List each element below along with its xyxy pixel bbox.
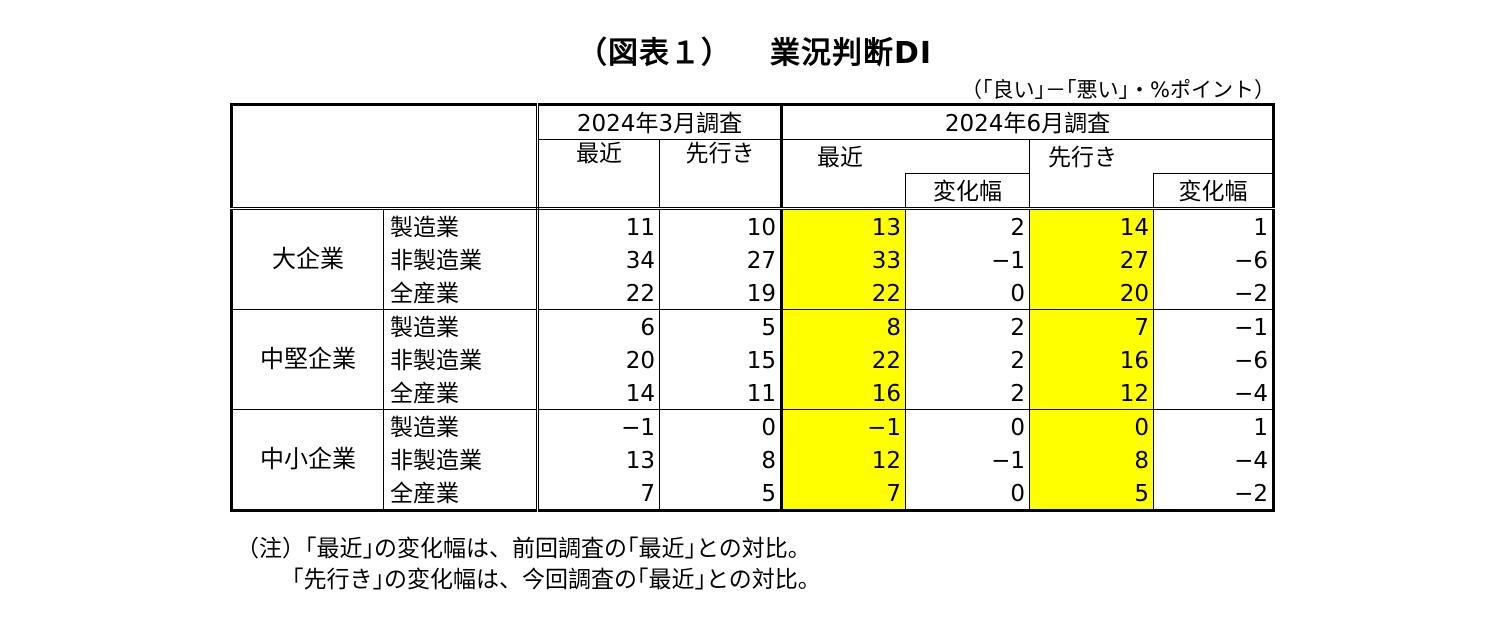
value-june-outlook-change: −6: [1153, 343, 1275, 376]
table-row: 全産業 7 5 7 0 5 −2: [232, 476, 1275, 512]
value-june-recent-change: 2: [905, 208, 1030, 243]
value-june-outlook: 14: [1029, 208, 1154, 243]
table-row: 非製造業 20 15 22 2 16 −6: [232, 343, 1275, 376]
value-june-recent-change: −1: [905, 243, 1030, 276]
value-june-outlook-change: −2: [1153, 476, 1275, 512]
value-march-recent: 11: [537, 208, 660, 243]
value-june-outlook: 0: [1029, 409, 1154, 443]
value-june-outlook: 27: [1029, 243, 1154, 276]
value-march-outlook: 8: [659, 443, 783, 476]
value-june-outlook: 7: [1029, 309, 1154, 343]
footnote-line-2: ｢先行き｣の変化幅は、今回調査の｢最近｣との対比。: [292, 567, 821, 593]
value-june-recent-change: 2: [905, 309, 1030, 343]
header-survey-june: 2024年6月調査: [780, 103, 1275, 140]
business-conditions-di-table: 2024年3月調査 2024年6月調査 最近 先行き 最近 先行き 変化幅 変化…: [230, 103, 1275, 512]
value-june-recent-change: 2: [905, 343, 1030, 376]
value-march-outlook: 10: [659, 208, 783, 243]
value-june-recent: 33: [780, 243, 906, 276]
value-june-recent-change: 0: [905, 409, 1030, 443]
industry-label: 全産業: [383, 476, 539, 512]
header-june-recent: 最近: [780, 139, 1030, 174]
value-march-outlook: 27: [659, 243, 783, 276]
figure-main-title: 業況判断DI: [769, 36, 933, 71]
header-june-outlook-change: 変化幅: [1153, 173, 1275, 210]
value-june-outlook-change: 1: [1153, 208, 1275, 243]
header-survey-march: 2024年3月調査: [537, 103, 782, 140]
value-march-recent: 6: [537, 309, 660, 343]
industry-label: 非製造業: [383, 443, 539, 476]
value-june-outlook-change: −1: [1153, 309, 1275, 343]
industry-label: 全産業: [383, 376, 539, 410]
header-june-recent-spacer: [780, 173, 906, 210]
value-march-recent: −1: [537, 409, 660, 443]
value-june-recent-change: 0: [905, 476, 1030, 512]
value-june-outlook-change: 1: [1153, 409, 1275, 443]
table-row: 非製造業 13 8 12 −1 8 −4: [232, 443, 1275, 476]
value-june-outlook: 20: [1029, 276, 1154, 310]
footnotes: （注）｢最近｣の変化幅は、前回調査の｢最近｣との対比。 ｢先行き｣の変化幅は、今…: [236, 534, 821, 596]
table-row: 中堅企業 製造業 6 5 8 2 7 −1: [230, 309, 1275, 410]
industry-label: 製造業: [383, 309, 539, 343]
value-june-outlook-change: −4: [1153, 376, 1275, 410]
value-june-recent: 13: [780, 208, 906, 243]
header-june-outlook-spacer: [1029, 173, 1154, 210]
value-june-recent: 22: [780, 276, 906, 310]
value-march-recent: 22: [537, 276, 660, 310]
figure-title: （図表１） 業況判断DI: [0, 28, 1509, 72]
header-june-outlook: 先行き: [1029, 139, 1275, 174]
table-row: 非製造業 34 27 33 −1 27 −6: [232, 243, 1275, 276]
value-march-recent: 13: [537, 443, 660, 476]
value-march-recent: 20: [537, 343, 660, 376]
value-june-recent-change: 0: [905, 276, 1030, 310]
industry-label: 製造業: [383, 208, 539, 243]
header-march-outlook: 先行き: [659, 139, 783, 210]
value-march-outlook: 19: [659, 276, 783, 310]
company-size-label: 大企業: [230, 208, 384, 310]
value-march-outlook: 5: [659, 309, 783, 343]
value-march-recent: 7: [537, 476, 660, 512]
industry-label: 非製造業: [383, 343, 539, 376]
value-june-recent-change: 2: [905, 376, 1030, 410]
header-corner: [230, 103, 539, 210]
value-june-recent: 7: [780, 476, 906, 512]
value-june-recent: 16: [780, 376, 906, 410]
figure-number: （図表１）: [576, 36, 732, 71]
value-june-outlook: 12: [1029, 376, 1154, 410]
header-june-recent-change: 変化幅: [905, 173, 1030, 210]
value-june-recent: 22: [780, 343, 906, 376]
value-march-recent: 34: [537, 243, 660, 276]
value-june-recent-change: −1: [905, 443, 1030, 476]
table-row: 全産業 22 19 22 0 20 −2: [232, 276, 1275, 310]
header-march-recent: 最近: [537, 139, 660, 210]
footnote-line-1: （注）｢最近｣の変化幅は、前回調査の｢最近｣との対比。: [236, 536, 811, 562]
industry-label: 全産業: [383, 276, 539, 310]
value-march-outlook: 11: [659, 376, 783, 410]
value-june-outlook-change: −6: [1153, 243, 1275, 276]
value-march-outlook: 0: [659, 409, 783, 443]
value-june-recent: 12: [780, 443, 906, 476]
value-june-outlook: 16: [1029, 343, 1154, 376]
industry-label: 非製造業: [383, 243, 539, 276]
value-march-outlook: 15: [659, 343, 783, 376]
value-march-outlook: 5: [659, 476, 783, 512]
value-march-recent: 14: [537, 376, 660, 410]
value-june-outlook-change: −2: [1153, 276, 1275, 310]
value-june-outlook-change: −4: [1153, 443, 1275, 476]
company-size-label: 中小企業: [230, 409, 384, 512]
unit-note: （｢良い｣－｢悪い｣・%ポイント）: [961, 78, 1275, 102]
value-june-recent: 8: [780, 309, 906, 343]
table-row: 全産業 14 11 16 2 12 −4: [232, 376, 1275, 410]
industry-label: 製造業: [383, 409, 539, 443]
table-row: 大企業 製造業 11 10 13 2 14 1: [230, 208, 1275, 310]
value-june-outlook: 8: [1029, 443, 1154, 476]
value-june-recent: −1: [780, 409, 906, 443]
value-june-outlook: 5: [1029, 476, 1154, 512]
table-row: 中小企業 製造業 −1 0 −1 0 0 1: [230, 409, 1275, 512]
company-size-label: 中堅企業: [230, 309, 384, 410]
